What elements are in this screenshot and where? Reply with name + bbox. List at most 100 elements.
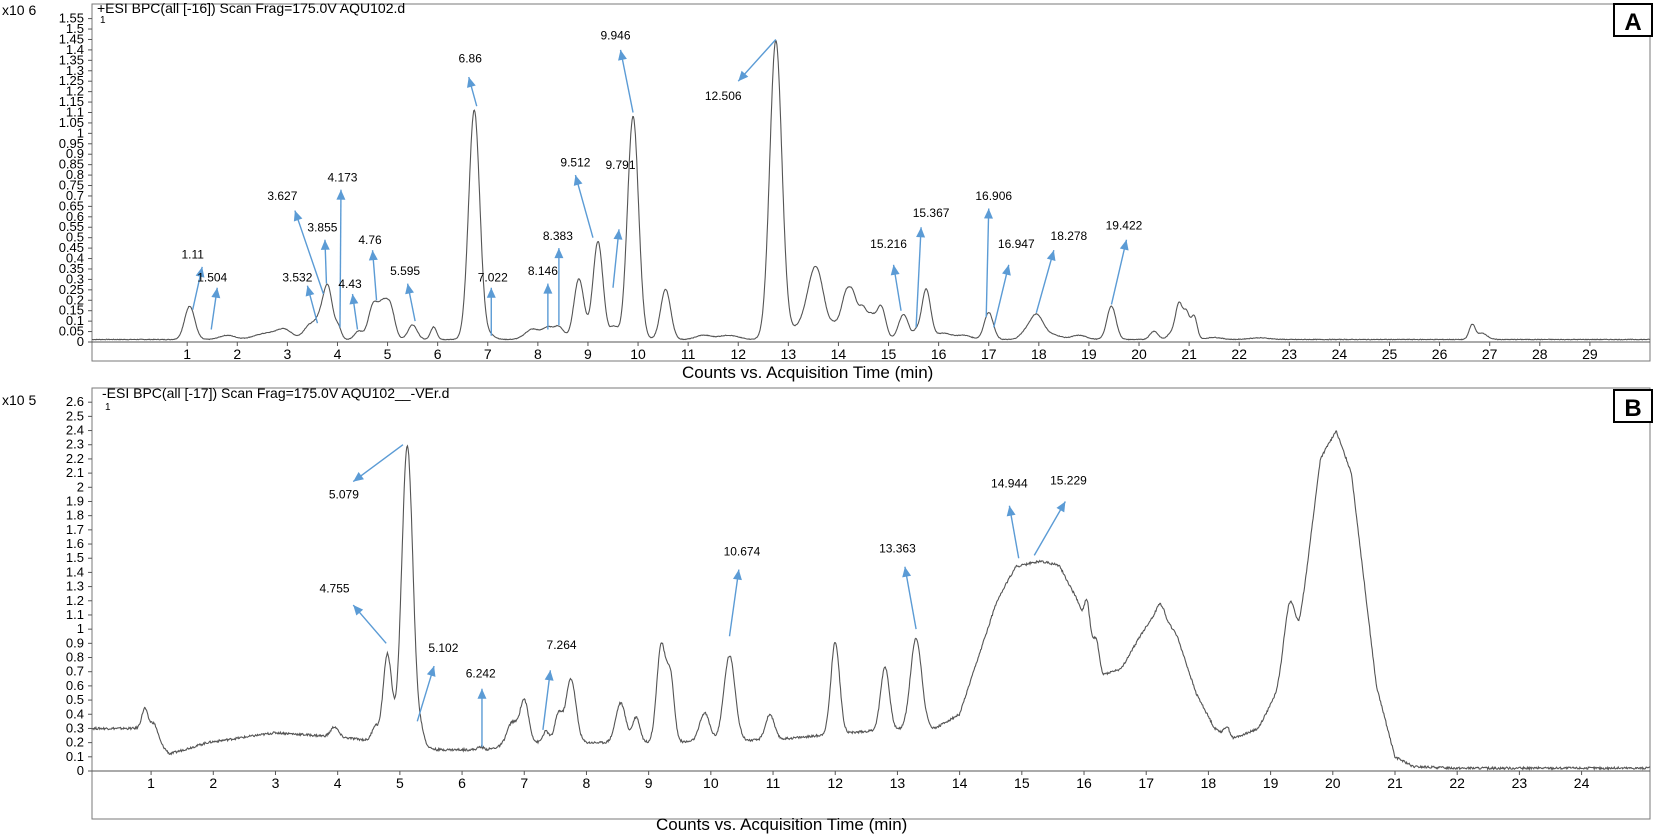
y-tick-label: 0.65 <box>59 198 84 213</box>
annotation-arrowhead <box>349 294 359 305</box>
x-tick-label: 13 <box>890 775 906 791</box>
annotation-arrow <box>1033 501 1066 556</box>
x-tick-label: 7 <box>520 775 528 791</box>
x-tick-label: 5 <box>396 775 404 791</box>
y-tick-label: 1.45 <box>59 31 84 46</box>
peak-label: 15.216 <box>870 237 907 251</box>
x-tick-label: 14 <box>952 775 968 791</box>
annotation-arrowhead <box>293 210 303 222</box>
y-tick-label: 1.4 <box>66 564 84 579</box>
annotation-arrowhead <box>1119 239 1129 251</box>
panel-a-label: A <box>1624 9 1641 36</box>
peak-label: 4.173 <box>327 170 357 184</box>
peak-label: 3.855 <box>307 220 337 234</box>
y-tick-label: 0.4 <box>66 706 84 721</box>
y-tick-label: 0.25 <box>59 282 84 297</box>
y-tick-label: 0.3 <box>66 720 84 735</box>
panel-b-y-unit-mark: 1 <box>105 402 111 413</box>
y-tick-label: 1.25 <box>59 73 84 88</box>
annotation-arrowhead <box>477 688 487 699</box>
peak-label: 1.11 <box>181 248 204 262</box>
peak-label: 13.363 <box>879 542 916 556</box>
x-tick-label: 6 <box>434 346 442 362</box>
y-tick-label: 1.6 <box>66 536 84 551</box>
annotation-arrowhead <box>405 283 414 295</box>
peak-label: 9.791 <box>606 158 636 172</box>
panel-b-header: -ESI BPC(all [-17]) Scan Frag=175.0V AQU… <box>102 385 449 401</box>
x-tick-label: 6 <box>458 775 466 791</box>
y-tick-label: 0.5 <box>66 230 84 245</box>
y-tick-label: 1 <box>77 621 84 636</box>
panel-a-y-multiplier: x10 6 <box>2 2 36 18</box>
annotation-arrowhead <box>738 70 749 82</box>
annotation-arrow <box>339 189 342 328</box>
y-tick-label: 1.1 <box>66 104 84 119</box>
x-tick-label: 24 <box>1332 346 1348 362</box>
y-tick-label: 0.45 <box>59 240 84 255</box>
x-tick-label: 23 <box>1282 346 1298 362</box>
peak-label: 3.627 <box>267 189 297 203</box>
x-tick-label: 1 <box>183 346 191 362</box>
y-tick-label: 0.35 <box>59 261 84 276</box>
x-tick-label: 20 <box>1325 775 1341 791</box>
peak-label: 10.674 <box>724 544 761 558</box>
peak-label: 9.946 <box>600 28 630 42</box>
peak-label: 3.532 <box>282 270 312 284</box>
peak-label: 4.76 <box>358 233 382 247</box>
x-tick-label: 27 <box>1482 346 1498 362</box>
panel-b-label: B <box>1624 395 1641 422</box>
y-tick-label: 1.2 <box>66 84 84 99</box>
peak-label: 4.755 <box>320 581 350 595</box>
x-tick-label: 18 <box>1201 775 1217 791</box>
peak-label: 16.947 <box>998 237 1035 251</box>
x-tick-label: 11 <box>766 775 781 791</box>
x-tick-label: 28 <box>1532 346 1548 362</box>
annotation-arrowhead <box>554 248 564 259</box>
x-tick-label: 9 <box>584 346 592 362</box>
peak-label: 16.906 <box>975 189 1012 203</box>
panel-a-label-box <box>1613 3 1653 37</box>
x-tick-label: 2 <box>233 346 241 362</box>
annotation-arrowhead <box>1056 501 1066 513</box>
x-tick-label: 15 <box>1014 775 1030 791</box>
annotation-arrowhead <box>1046 250 1056 262</box>
y-tick-label: 2.4 <box>66 423 84 438</box>
panel-b-frame <box>91 387 1651 820</box>
panel-a-frame <box>91 3 1651 362</box>
x-tick-label: 26 <box>1432 346 1448 362</box>
x-tick-label: 3 <box>283 346 291 362</box>
peak-label: 15.367 <box>913 206 950 220</box>
annotation-arrowhead <box>368 250 378 261</box>
annotation-arrowhead <box>195 266 205 278</box>
x-tick-label: 22 <box>1231 346 1247 362</box>
x-tick-label: 4 <box>334 775 342 791</box>
y-tick-label: 0.9 <box>66 146 84 161</box>
annotation-arrowhead <box>211 287 221 299</box>
annotation-arrowhead <box>613 229 623 240</box>
x-tick-label: 3 <box>272 775 280 791</box>
annotation-arrowhead <box>618 49 627 61</box>
y-tick-label: 1.5 <box>66 21 84 36</box>
y-tick-label: 0 <box>77 334 84 349</box>
annotation-arrow <box>915 227 922 328</box>
annotation-arrowhead <box>573 175 583 186</box>
x-tick-label: 12 <box>730 346 746 362</box>
annotation-arrowhead <box>732 569 742 581</box>
panel-b-y-multiplier: x10 5 <box>2 392 36 408</box>
y-tick-label: 0.2 <box>66 735 84 750</box>
y-tick-label: 0.8 <box>66 650 84 665</box>
x-tick-label: 8 <box>534 346 542 362</box>
y-tick-label: 1.05 <box>59 115 84 130</box>
annotation-arrow <box>1035 250 1055 313</box>
annotation-arrowhead <box>916 227 926 238</box>
y-tick-label: 1.4 <box>66 42 84 57</box>
panel-a-plot: 1 2 3 4 5 6 7 8 9 10 11 12 13 14 15 16 17 18 19 20 21 22 23 24 2… <box>59 11 1651 362</box>
x-tick-label: 1 <box>147 775 155 791</box>
y-tick-label: 0.7 <box>66 664 84 679</box>
peak-label: 7.022 <box>478 270 508 284</box>
y-tick-label: 0.75 <box>59 178 84 193</box>
x-tick-label: 7 <box>484 346 492 362</box>
x-tick-label: 17 <box>1138 775 1154 791</box>
y-tick-label: 0.9 <box>66 635 84 650</box>
